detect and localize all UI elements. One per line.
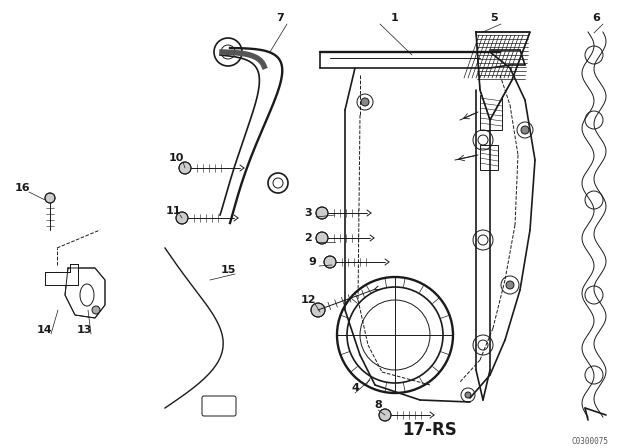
Text: 5: 5 — [490, 13, 498, 23]
Circle shape — [506, 281, 514, 289]
Text: 17-RS: 17-RS — [403, 421, 458, 439]
Text: 2: 2 — [304, 233, 312, 243]
Polygon shape — [476, 32, 530, 120]
Text: 14: 14 — [36, 325, 52, 335]
Circle shape — [45, 193, 55, 203]
Bar — [480, 95, 502, 130]
Text: C0300075: C0300075 — [572, 438, 609, 447]
Circle shape — [324, 256, 336, 268]
Text: 16: 16 — [14, 183, 30, 193]
Bar — [480, 145, 498, 170]
Polygon shape — [65, 268, 105, 318]
Circle shape — [521, 126, 529, 134]
Text: 6: 6 — [592, 13, 600, 23]
Text: 12: 12 — [300, 295, 316, 305]
Text: 1: 1 — [391, 13, 399, 23]
Circle shape — [465, 392, 471, 398]
Polygon shape — [45, 264, 78, 285]
Circle shape — [311, 303, 325, 317]
Text: 4: 4 — [351, 383, 359, 393]
Text: 9: 9 — [308, 257, 316, 267]
Circle shape — [92, 306, 100, 314]
Text: 13: 13 — [76, 325, 92, 335]
FancyBboxPatch shape — [202, 396, 236, 416]
Circle shape — [179, 162, 191, 174]
Text: 15: 15 — [220, 265, 236, 275]
Circle shape — [361, 98, 369, 106]
Text: 11: 11 — [165, 206, 180, 216]
Circle shape — [176, 212, 188, 224]
Text: 3: 3 — [304, 208, 312, 218]
Circle shape — [379, 409, 391, 421]
Text: 8: 8 — [374, 400, 382, 410]
Circle shape — [316, 207, 328, 219]
Text: 7: 7 — [276, 13, 284, 23]
Circle shape — [316, 232, 328, 244]
Text: 10: 10 — [168, 153, 184, 163]
